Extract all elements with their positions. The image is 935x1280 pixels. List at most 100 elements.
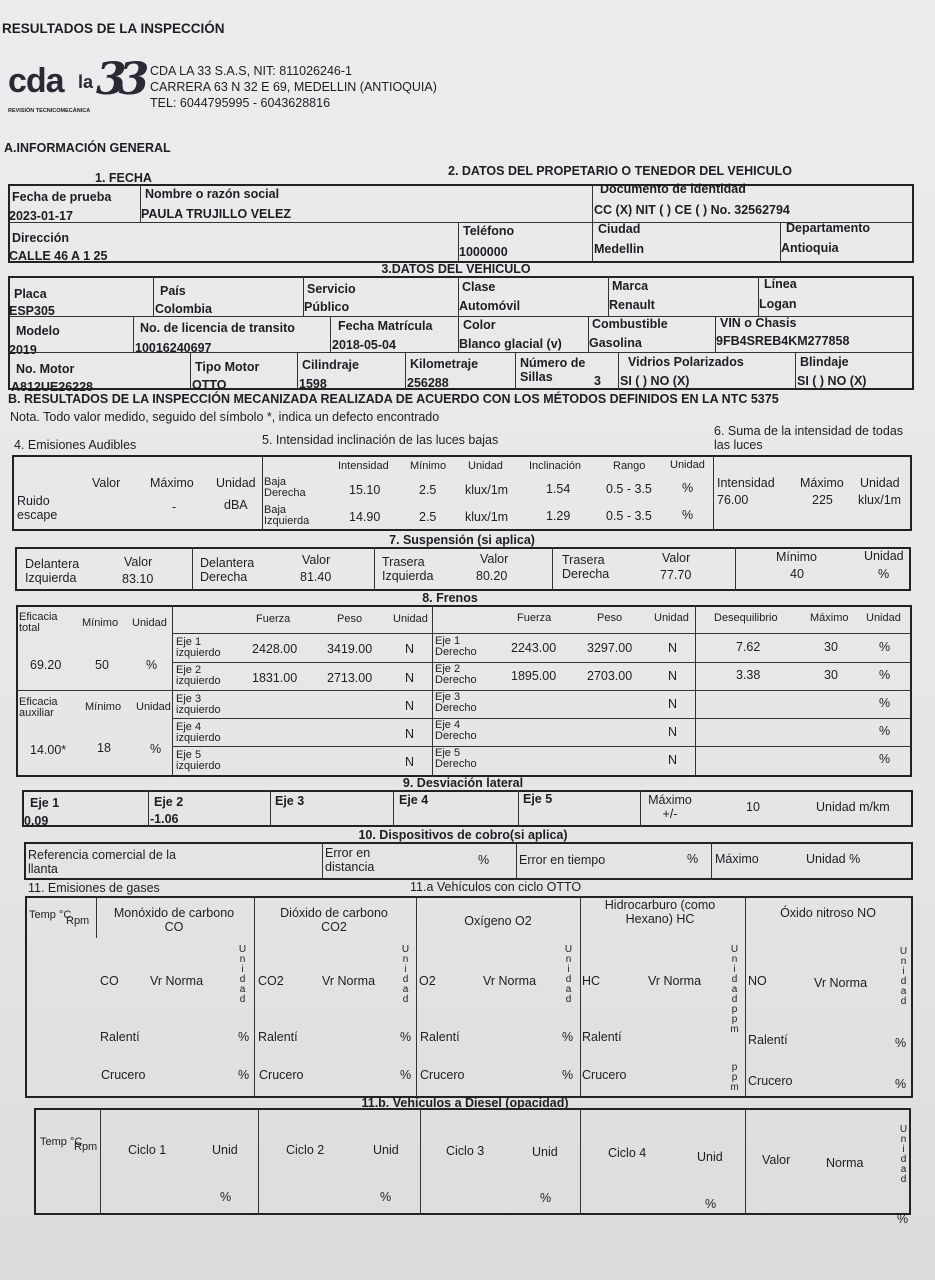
brakes-header: Peso bbox=[337, 613, 363, 625]
km-label: Kilometraje bbox=[410, 357, 479, 371]
owner-table bbox=[8, 184, 914, 263]
suspension-table bbox=[15, 547, 911, 591]
dev-axis-label: Eje 5 bbox=[523, 792, 553, 806]
suspension-title: 7. Suspensión (si aplica) bbox=[389, 533, 535, 547]
gas-unit: % bbox=[400, 1030, 412, 1044]
light-value: klux/1m bbox=[465, 483, 509, 497]
dev-axis-value: 0.09 bbox=[24, 814, 49, 828]
brakes-header: Unidad bbox=[393, 613, 428, 625]
sum-value: 225 bbox=[812, 493, 833, 507]
ralenti-label: Ralentí bbox=[100, 1030, 140, 1044]
brake-axle-left: Eje 3 izquierdo bbox=[176, 693, 221, 716]
dev-axis-value: -1.06 bbox=[150, 812, 179, 826]
vin-value: 9FB4SREB4KM277858 bbox=[716, 334, 850, 348]
eficacia-unit-label: Unidad bbox=[132, 617, 167, 629]
brakes-header: Fuerza bbox=[517, 612, 552, 624]
rpm-label: Rpm bbox=[66, 915, 90, 927]
company-address: CARRERA 63 N 32 E 69, MEDELLIN (ANTIOQUI… bbox=[150, 80, 437, 94]
servicio-value: Público bbox=[304, 300, 350, 314]
sum-header: Máximo bbox=[800, 476, 844, 490]
combustible-value: Gasolina bbox=[589, 336, 642, 350]
gas-unit: % bbox=[562, 1068, 574, 1082]
vehicle-title: 3.DATOS DEL VEHICULO bbox=[381, 262, 531, 276]
co-header: Monóxido de carbono CO bbox=[113, 906, 235, 934]
dir-label: Dirección bbox=[12, 231, 69, 245]
diesel-unid: Unid bbox=[373, 1143, 399, 1157]
susp-min: 40 bbox=[790, 567, 804, 581]
diesel-unit-vertical: Unidad bbox=[898, 1124, 909, 1184]
dev-axis-label: Eje 4 bbox=[399, 793, 429, 807]
lights-title: 5. Intensidad inclinación de las luces b… bbox=[262, 433, 499, 447]
vidrios-label: Vidrios Polarizados bbox=[628, 355, 744, 369]
sum-header: Unidad bbox=[860, 476, 900, 490]
vr-norma-label: Vr Norma bbox=[150, 974, 204, 988]
diesel-pct: % bbox=[540, 1191, 552, 1205]
tel-value: 1000000 bbox=[459, 245, 508, 259]
cilindraje-label: Cilindraje bbox=[302, 358, 359, 372]
light-value: 15.10 bbox=[349, 483, 381, 497]
brake-axle-right: Eje 3 Derecho bbox=[435, 691, 477, 714]
brakes-header: Desequilibrio bbox=[714, 612, 778, 624]
gas-unit: % bbox=[895, 1036, 907, 1050]
susp-value: 81.40 bbox=[300, 570, 332, 584]
brake-value: 30 bbox=[824, 640, 838, 654]
brake-value: N bbox=[405, 755, 415, 769]
dev-max-label: Máximo +/- bbox=[648, 793, 692, 821]
otto-table bbox=[25, 896, 913, 1098]
crucero-label: Crucero bbox=[420, 1068, 465, 1082]
time-error-label: Error en tiempo bbox=[519, 853, 606, 867]
ralenti-label: Ralentí bbox=[582, 1030, 622, 1044]
gas-code: O2 bbox=[419, 974, 436, 988]
licencia-label: No. de licencia de transito bbox=[140, 321, 295, 335]
crucero-label: Crucero bbox=[748, 1074, 793, 1088]
audible-max-header: Máximo bbox=[150, 476, 194, 490]
modelo-value: 2019 bbox=[9, 343, 37, 357]
tel-label: Teléfono bbox=[463, 224, 515, 238]
susp-label: Delantera Derecha bbox=[200, 556, 255, 584]
sillas-value: 3 bbox=[594, 374, 601, 388]
audible-unit-header: Unidad bbox=[216, 476, 256, 490]
diesel-valor-label: Valor bbox=[762, 1153, 791, 1167]
brakes-header: Fuerza bbox=[256, 613, 291, 625]
licencia-value: 10016240697 bbox=[135, 341, 212, 355]
cilindraje-value: 1598 bbox=[299, 377, 327, 391]
dept-value: Antioquia bbox=[781, 241, 839, 255]
fecha-value: 2023-01-17 bbox=[9, 209, 73, 223]
tipo-motor-label: Tipo Motor bbox=[195, 360, 260, 374]
brakes-header: Peso bbox=[597, 612, 623, 624]
brake-value: N bbox=[405, 642, 415, 656]
brake-value: 2713.00 bbox=[327, 671, 373, 685]
pais-label: País bbox=[160, 284, 186, 298]
unit-vertical-label: Unidad bbox=[898, 946, 909, 1006]
brake-value: % bbox=[879, 752, 891, 766]
lights-header: Intensidad bbox=[338, 460, 389, 472]
ruido-unit: dBA bbox=[224, 498, 248, 512]
placa-value: ESP305 bbox=[9, 304, 55, 318]
dept-label: Departamento bbox=[786, 221, 871, 235]
diesel-temp-label: Temp °C bbox=[40, 1136, 83, 1148]
gas-unit: % bbox=[238, 1068, 250, 1082]
light-value: 0.5 - 3.5 bbox=[606, 509, 652, 523]
lights-header: Inclinación bbox=[529, 460, 581, 472]
linea-label: Línea bbox=[764, 277, 797, 291]
brake-value: N bbox=[668, 697, 678, 711]
lights-header: Unidad bbox=[468, 460, 503, 472]
crucero-label: Crucero bbox=[101, 1068, 146, 1082]
vr-norma-label: Vr Norma bbox=[648, 974, 702, 988]
brake-axle-left: Eje 5 izquierdo bbox=[176, 749, 221, 772]
gas-code: NO bbox=[748, 974, 767, 988]
deviation-table bbox=[22, 790, 913, 827]
gas-code: CO bbox=[100, 974, 119, 988]
sum-value: klux/1m bbox=[858, 493, 902, 507]
susp-header: Valor bbox=[480, 552, 509, 566]
eficacia-total-value: 69.20 bbox=[30, 658, 62, 672]
motor-value: A812UE26228 bbox=[11, 380, 94, 394]
diesel-pct: % bbox=[220, 1190, 232, 1204]
susp-value: 80.20 bbox=[476, 569, 508, 583]
dev-axis-label: Eje 1 bbox=[30, 796, 60, 810]
eficacia-total-label: Eficacia total bbox=[19, 611, 58, 634]
diesel-pct: % bbox=[380, 1190, 392, 1204]
light-value: 14.90 bbox=[349, 510, 381, 524]
brake-axle-left: Eje 1 izquierdo bbox=[176, 636, 221, 659]
